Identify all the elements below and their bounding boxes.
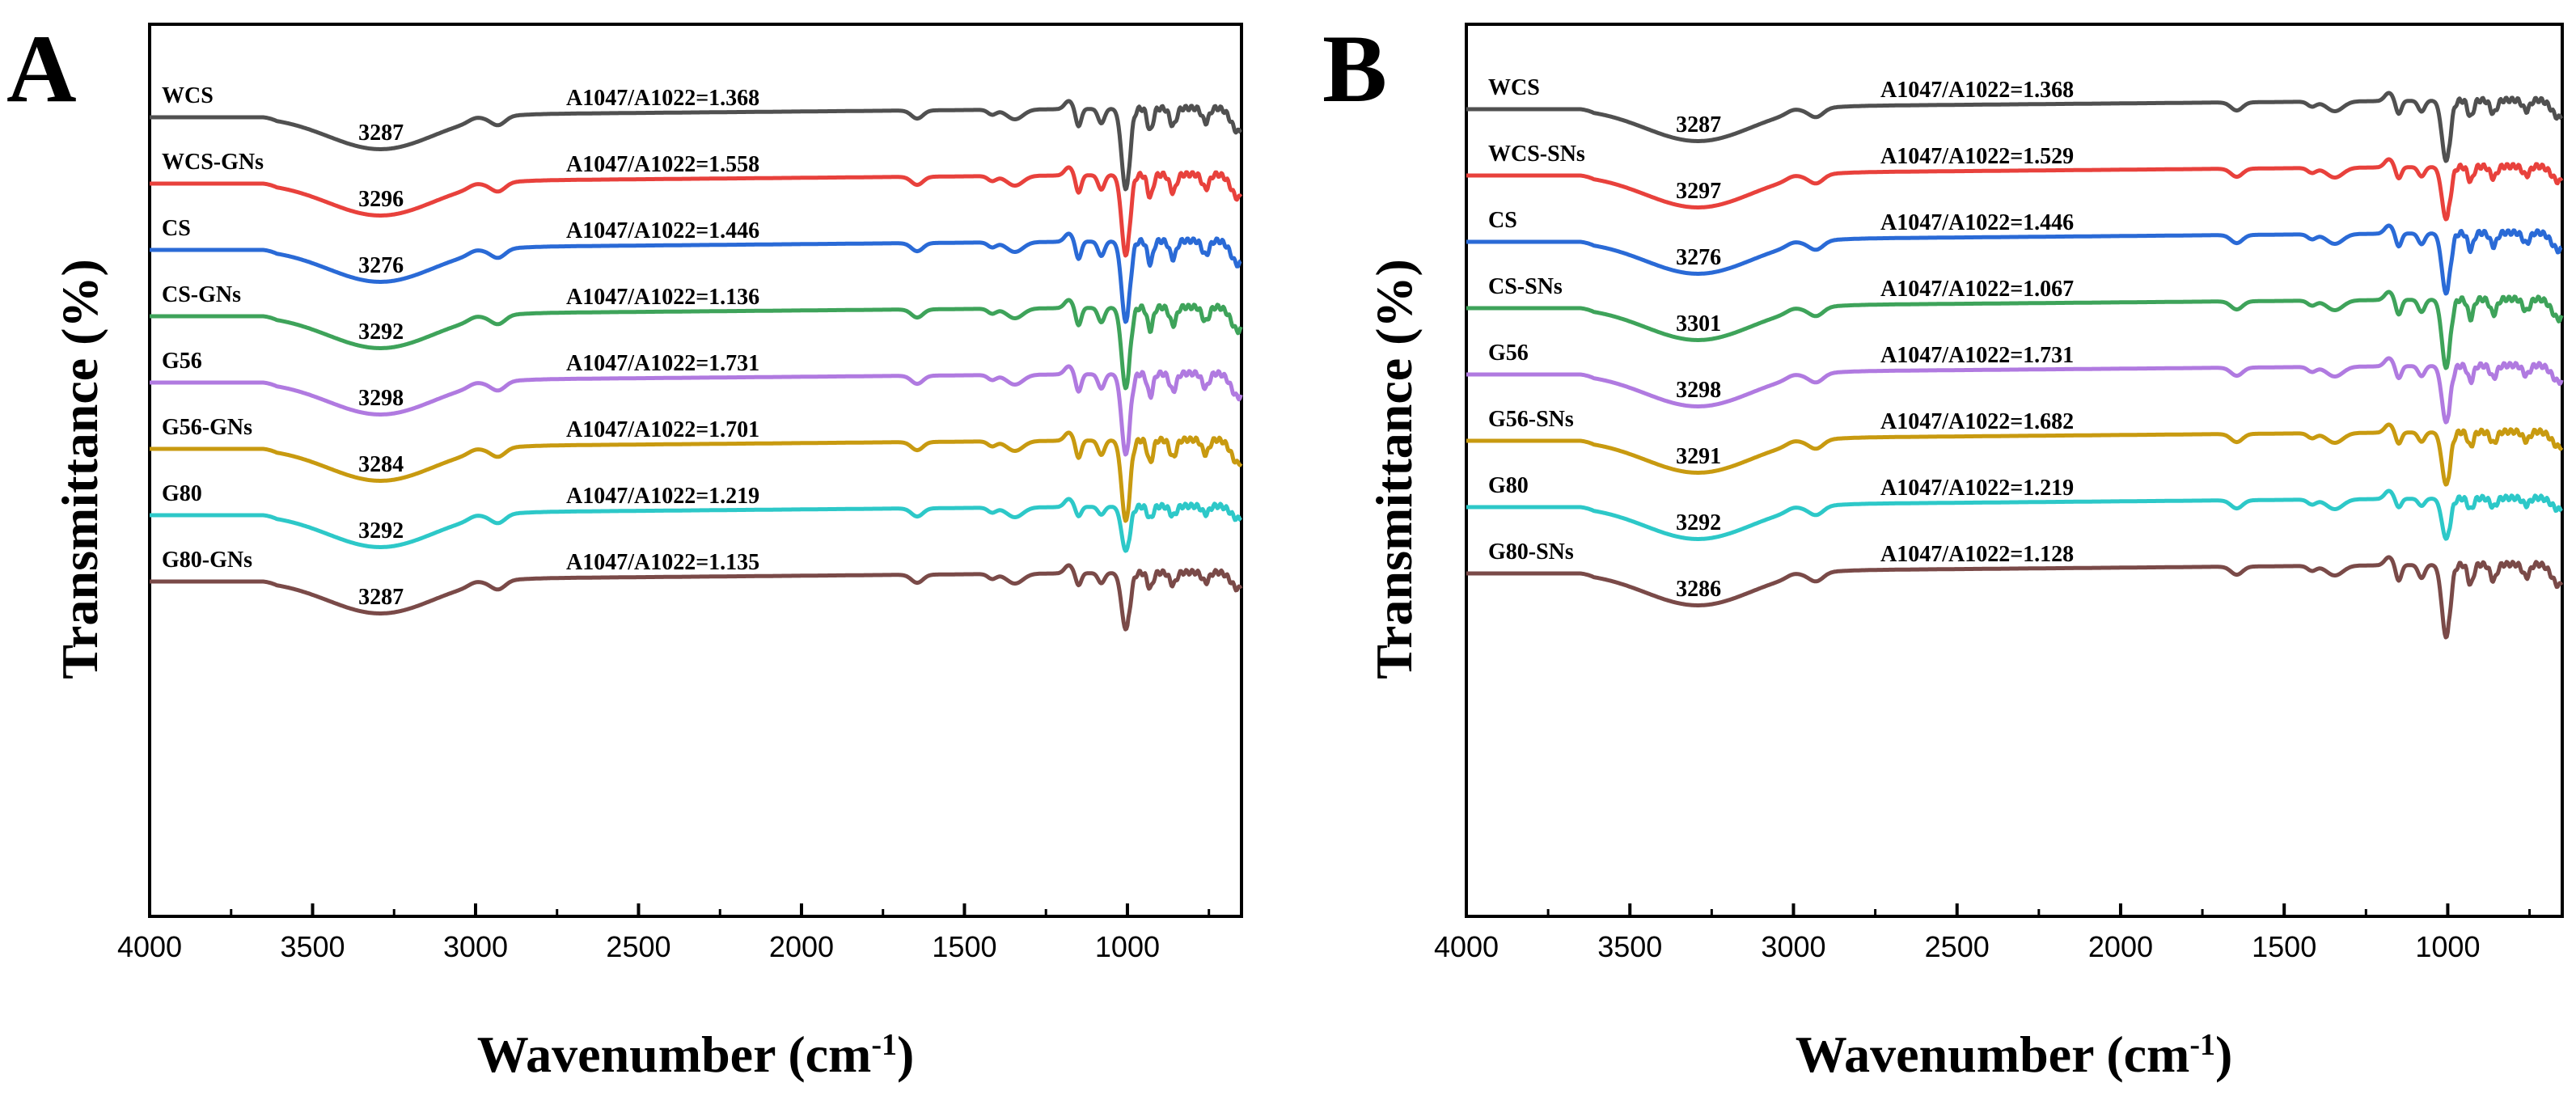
- ratio-label: A1047/A1022=1.682: [1880, 409, 2074, 434]
- x-tick-label: 1000: [2415, 930, 2480, 963]
- series-line: [1465, 489, 2563, 541]
- x-tick-label: 2000: [769, 930, 834, 963]
- peak-label: 3287: [358, 121, 404, 146]
- series-name-label: WCS: [1488, 75, 1540, 100]
- series-line: [148, 364, 1243, 457]
- ratio-label: A1047/A1022=1.558: [566, 152, 759, 177]
- ratio-label: A1047/A1022=1.446: [1880, 210, 2074, 235]
- peak-label: 3287: [358, 585, 404, 610]
- series-name-label: CS: [162, 216, 191, 241]
- peak-label: 3286: [1676, 577, 1721, 602]
- x-ticks-b: 4000 3500 3000 2500 2000 1500 1000: [1434, 903, 2532, 963]
- x-ticks-a: 4000 3500 3000 2500 2000 1500 1000: [117, 903, 1211, 963]
- panel-letter-a: A: [6, 15, 77, 122]
- ratio-label: A1047/A1022=1.067: [1880, 277, 2074, 302]
- x-tick-label: 3500: [280, 930, 345, 963]
- plot-frame-b: [1465, 23, 2564, 918]
- peak-label: 3292: [358, 518, 404, 544]
- series-line: [148, 231, 1242, 324]
- series-group-a: WCS 3287 A1047/A1022=1.368 WCS-GNs 3296 A1047…: [148, 83, 1243, 632]
- x-tick-label: 2000: [2088, 930, 2153, 963]
- x-tick-label: 2500: [606, 930, 670, 963]
- ratio-label: A1047/A1022=1.219: [1880, 476, 2074, 501]
- series-name-label: WCS: [162, 83, 214, 108]
- x-tick-label: 4000: [1434, 930, 1499, 963]
- peak-label: 3296: [358, 187, 404, 212]
- ratio-label: A1047/A1022=1.128: [1880, 542, 2074, 567]
- peak-label: 3297: [1676, 179, 1721, 204]
- peak-label: 3298: [1676, 378, 1721, 403]
- x-tick-label: 1500: [932, 930, 996, 963]
- series-group-b: WCS 3287 A1047/A1022=1.368 WCS-SNs 3297 A1047…: [1465, 75, 2564, 640]
- peak-label: 3276: [1676, 245, 1721, 270]
- x-axis-title-sup: -1: [2189, 1028, 2215, 1062]
- series-name-label: G56: [1488, 341, 1529, 366]
- y-axis-title-b: Transmittance (%): [1365, 259, 1423, 679]
- series-line: [1465, 422, 2564, 487]
- series-line: [1465, 356, 2564, 425]
- series-name-label: CS-SNs: [1488, 274, 1563, 299]
- series-line: [148, 298, 1243, 391]
- ratio-label: A1047/A1022=1.529: [1880, 144, 2074, 169]
- peak-label: 3301: [1676, 311, 1721, 336]
- series-line: [148, 165, 1243, 258]
- ratio-label: A1047/A1022=1.368: [566, 86, 759, 111]
- series-name-label: WCS-GNs: [162, 150, 264, 175]
- x-tick-label: 3500: [1597, 930, 1662, 963]
- panel-b: B 4000 3500 3000 2500 2000 1500 1000 WCS 3287 A1…: [1322, 15, 2564, 1083]
- series-line: [148, 563, 1243, 632]
- x-axis-title-b: Wavenumber (cm-1): [1796, 1026, 2233, 1083]
- panel-letter-b: B: [1322, 15, 1387, 122]
- peak-label: 3298: [358, 386, 404, 411]
- x-axis-title-a: Wavenumber (cm-1): [477, 1026, 915, 1083]
- ratio-label: A1047/A1022=1.731: [566, 351, 759, 376]
- y-axis-title-a: Transmittance (%): [51, 259, 108, 679]
- series-name-label: G56-GNs: [162, 415, 252, 440]
- series-name-label: G80-SNs: [1488, 539, 1574, 565]
- peak-label: 3291: [1676, 444, 1721, 469]
- series-line: [1465, 223, 2563, 296]
- ratio-label: A1047/A1022=1.219: [566, 484, 759, 509]
- peak-label: 3292: [358, 319, 404, 345]
- x-axis-title-tail: ): [897, 1026, 914, 1083]
- x-axis-title-tail: ): [2215, 1026, 2232, 1083]
- series-name-label: G80: [1488, 473, 1529, 498]
- peak-label: 3292: [1676, 510, 1721, 535]
- series-line: [1465, 555, 2564, 640]
- ratio-label: A1047/A1022=1.136: [566, 285, 759, 310]
- ratio-label: A1047/A1022=1.731: [1880, 343, 2074, 368]
- series-line: [1465, 91, 2564, 163]
- ratio-label: A1047/A1022=1.368: [1880, 78, 2074, 103]
- x-tick-label: 3000: [443, 930, 508, 963]
- peak-label: 3287: [1676, 112, 1721, 137]
- series-line: [148, 99, 1242, 192]
- x-tick-label: 1000: [1095, 930, 1160, 963]
- series-name-label: WCS-SNs: [1488, 142, 1585, 167]
- peak-label: 3284: [358, 452, 404, 477]
- x-tick-label: 4000: [117, 930, 182, 963]
- series-line: [1465, 290, 2564, 370]
- series-name-label: G56-SNs: [1488, 407, 1574, 432]
- ratio-label: A1047/A1022=1.701: [566, 417, 759, 442]
- series-name-label: G80: [162, 481, 202, 506]
- series-name-label: G80-GNs: [162, 548, 252, 573]
- series-name-label: CS-GNs: [162, 282, 241, 307]
- peak-label: 3276: [358, 253, 404, 278]
- series-line: [1465, 157, 2564, 222]
- x-tick-label: 1500: [2252, 930, 2316, 963]
- series-name-label: CS: [1488, 208, 1517, 233]
- ratio-label: A1047/A1022=1.446: [566, 218, 759, 243]
- x-tick-label: 2500: [1925, 930, 1990, 963]
- series-line: [148, 430, 1243, 523]
- x-tick-label: 3000: [1761, 930, 1825, 963]
- series-name-label: G56: [162, 349, 202, 374]
- series-line: [148, 497, 1242, 553]
- x-axis-title-sup: -1: [871, 1028, 897, 1062]
- ratio-label: A1047/A1022=1.135: [566, 550, 759, 575]
- panel-a: A 4000 3500 3000 2500 2000 1500 1000 WCS 3287 A1…: [6, 15, 1243, 1083]
- plot-frame-a: [148, 23, 1243, 918]
